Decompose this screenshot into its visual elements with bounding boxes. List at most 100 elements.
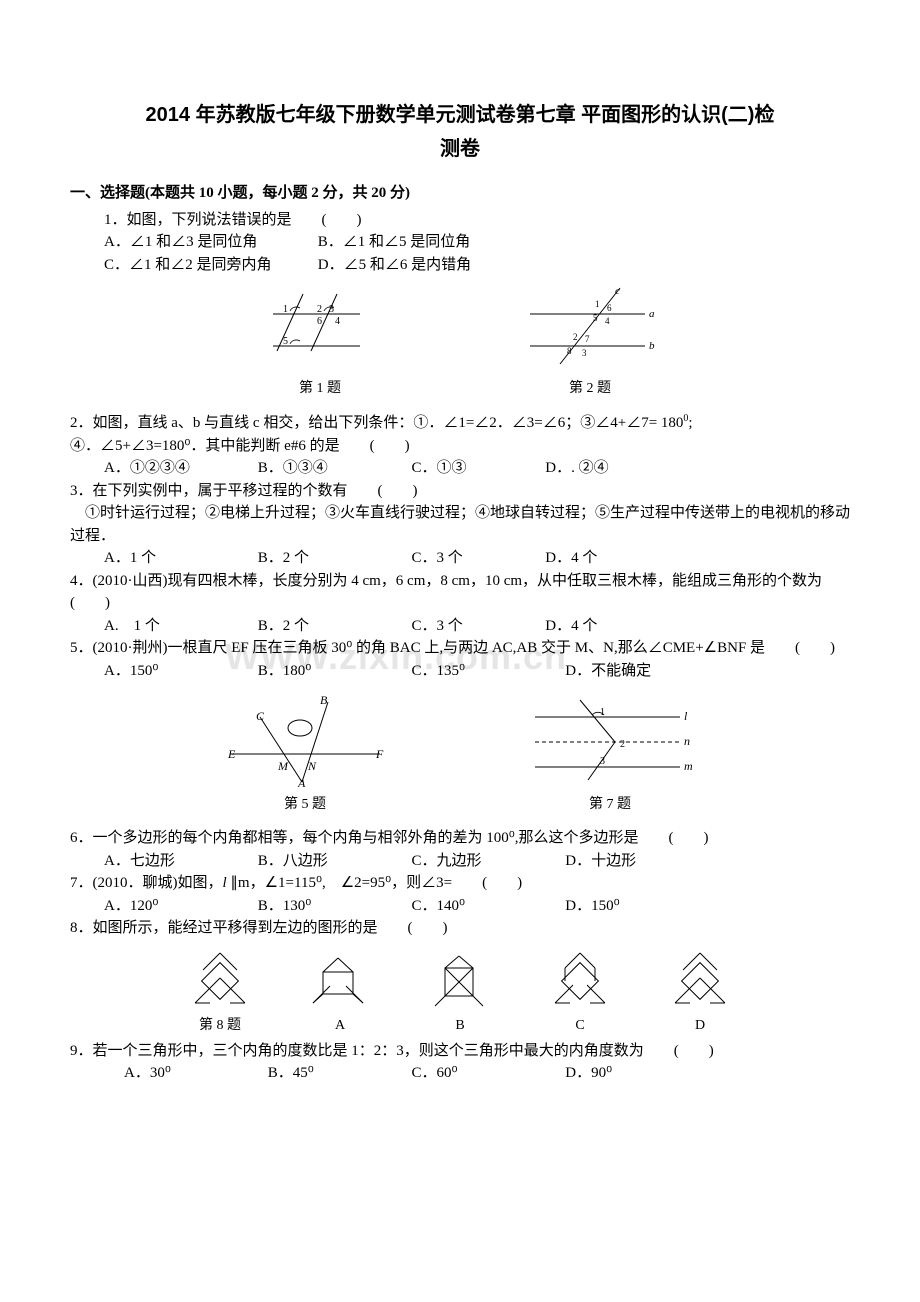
q7-opt-c: C．140⁰ bbox=[412, 895, 562, 918]
figure-5: B C E F M N A 第 5 题 bbox=[220, 692, 390, 815]
q5-opt-b: B．180⁰ bbox=[258, 660, 408, 683]
svg-text:2: 2 bbox=[573, 332, 578, 342]
svg-text:5: 5 bbox=[593, 313, 598, 323]
q7-opt-a: A．120⁰ bbox=[104, 895, 254, 918]
q1-stem: 1．如图，下列说法错误的是 ( ) bbox=[70, 209, 850, 232]
svg-text:6: 6 bbox=[607, 303, 612, 313]
q8-opt-a: A bbox=[305, 1015, 375, 1036]
q8-ref-shape: 第 8 题 bbox=[185, 948, 255, 1036]
q2-opt-d: D．. ②④ bbox=[545, 457, 665, 480]
q8-opt-c: C bbox=[545, 1015, 615, 1036]
q8-opt-b-shape: B bbox=[425, 948, 495, 1036]
q4-opt-a: A. 1 个 bbox=[104, 615, 254, 638]
svg-text:c: c bbox=[615, 286, 620, 297]
q3-opt-b: B．2 个 bbox=[258, 547, 408, 570]
q6-opt-d: D．十边形 bbox=[565, 850, 685, 873]
q3-opt-a: A．1 个 bbox=[104, 547, 254, 570]
svg-text:5: 5 bbox=[283, 336, 288, 347]
q9-opt-c: C．60⁰ bbox=[412, 1062, 562, 1085]
figure-7-svg: l n m 1 2 3 bbox=[520, 692, 700, 792]
svg-text:E: E bbox=[227, 747, 236, 761]
figure-1: 1 2 3 4 6 5 第 1 题 bbox=[255, 286, 385, 399]
q7-opt-d: D．150⁰ bbox=[565, 895, 685, 918]
svg-text:B: B bbox=[320, 693, 328, 707]
q8-opt-b: B bbox=[425, 1015, 495, 1036]
q9-opt-b: B．45⁰ bbox=[268, 1062, 408, 1085]
figure-7: l n m 1 2 3 第 7 题 bbox=[520, 692, 700, 815]
q3-opt-c: C．3 个 bbox=[412, 547, 542, 570]
q3-opt-d: D．4 个 bbox=[545, 547, 665, 570]
q9-stem: 9．若一个三角形中，三个内角的度数比是 1：2：3，则这个三角形中最大的内角度数… bbox=[70, 1040, 850, 1063]
svg-text:2: 2 bbox=[317, 304, 322, 315]
figure-1-svg: 1 2 3 4 6 5 bbox=[255, 286, 385, 376]
figure-5-caption: 第 5 题 bbox=[220, 794, 390, 815]
q1-opt-c: C．∠1 和∠2 是同旁内角 bbox=[104, 254, 314, 277]
svg-text:m: m bbox=[684, 759, 693, 773]
figure-2: c a b 16 54 27 83 第 2 题 bbox=[515, 286, 665, 399]
page-title-line1: 2014 年苏教版七年级下册数学单元测试卷第七章 平面图形的认识(二)检 bbox=[70, 100, 850, 130]
q8-opt-d: D bbox=[665, 1015, 735, 1036]
q1-opt-b: B．∠1 和∠5 是同位角 bbox=[318, 231, 528, 254]
q2-opt-b: B．①③④ bbox=[258, 457, 408, 480]
svg-text:6: 6 bbox=[317, 316, 322, 327]
figure-7-caption: 第 7 题 bbox=[520, 794, 700, 815]
figure-5-svg: B C E F M N A bbox=[220, 692, 390, 792]
svg-text:4: 4 bbox=[605, 316, 610, 326]
q8-opt-a-shape: A bbox=[305, 948, 375, 1036]
svg-text:N: N bbox=[307, 759, 317, 773]
svg-text:a: a bbox=[649, 308, 655, 320]
q4-opt-b: B．2 个 bbox=[258, 615, 408, 638]
q5-stem: 5．(2010·荆州)一根直尺 EF 压在三角板 30⁰ 的角 BAC 上,与两… bbox=[70, 637, 850, 660]
svg-text:b: b bbox=[649, 340, 655, 352]
q8-caption: 第 8 题 bbox=[185, 1015, 255, 1036]
q5-opt-c: C．135⁰ bbox=[412, 660, 562, 683]
q2-opt-a: A．①②③④ bbox=[104, 457, 254, 480]
figure-2-svg: c a b 16 54 27 83 bbox=[515, 286, 665, 376]
svg-text:2: 2 bbox=[620, 739, 625, 750]
svg-text:4: 4 bbox=[335, 316, 340, 327]
svg-text:A: A bbox=[297, 776, 306, 790]
svg-text:M: M bbox=[277, 759, 289, 773]
q8-opt-c-shape: C bbox=[545, 948, 615, 1036]
svg-text:8: 8 bbox=[567, 346, 572, 356]
q6-opt-b: B．八边形 bbox=[258, 850, 408, 873]
svg-text:n: n bbox=[684, 734, 690, 748]
svg-text:3: 3 bbox=[582, 348, 587, 358]
section-1-heading: 一、选择题(本题共 10 小题，每小题 2 分，共 20 分) bbox=[70, 182, 850, 205]
q6-opt-a: A．七边形 bbox=[104, 850, 254, 873]
svg-text:l: l bbox=[684, 709, 688, 723]
q6-stem: 6．一个多边形的每个内角都相等，每个内角与相邻外角的差为 100⁰,那么这个多边… bbox=[70, 827, 850, 850]
q1-opt-d: D．∠5 和∠6 是内错角 bbox=[318, 254, 528, 277]
q4-opt-d: D．4 个 bbox=[545, 615, 665, 638]
svg-text:3: 3 bbox=[329, 304, 334, 315]
svg-text:F: F bbox=[375, 747, 384, 761]
q5-opt-a: A．150⁰ bbox=[104, 660, 254, 683]
q5-opt-d: D．不能确定 bbox=[565, 660, 685, 683]
q3-stem: 3．在下列实例中，属于平移过程的个数有 ( ) bbox=[70, 480, 850, 503]
svg-text:1: 1 bbox=[595, 299, 600, 309]
svg-text:C: C bbox=[256, 709, 265, 723]
figure-1-caption: 第 1 题 bbox=[255, 378, 385, 399]
page-title-line2: 测卷 bbox=[70, 134, 850, 164]
q2-stem-cont: ④．∠5+∠3=180⁰．其中能判断 e#6 的是 ( ) bbox=[70, 435, 850, 458]
q7-opt-b: B．130⁰ bbox=[258, 895, 408, 918]
q2-stem: 2．如图，直线 a、b 与直线 c 相交，给出下列条件：①．∠1=∠2．∠3=∠… bbox=[70, 411, 850, 435]
q8-opt-d-shape: D bbox=[665, 948, 735, 1036]
q9-opt-a: A．30⁰ bbox=[124, 1062, 264, 1085]
q1-opt-a: A．∠1 和∠3 是同位角 bbox=[104, 231, 314, 254]
q6-opt-c: C．九边形 bbox=[412, 850, 562, 873]
q2-opt-c: C．①③ bbox=[412, 457, 542, 480]
svg-text:7: 7 bbox=[585, 334, 590, 344]
q3-body: ①时针运行过程；②电梯上升过程；③火车直线行驶过程；④地球自转过程；⑤生产过程中… bbox=[70, 502, 850, 547]
svg-text:1: 1 bbox=[283, 304, 288, 315]
figure-row-5-7: B C E F M N A 第 5 题 l n m bbox=[70, 692, 850, 815]
q4-stem: 4．(2010·山西)现有四根木棒，长度分别为 4 cm，6 cm，8 cm，1… bbox=[70, 570, 850, 615]
q8-stem: 8．如图所示，能经过平移得到左边的图形的是 ( ) bbox=[70, 917, 850, 940]
svg-text:3: 3 bbox=[600, 756, 605, 767]
q7-stem: 7．(2010．聊城)如图，l ∥m，∠1=115⁰, ∠2=95⁰，则∠3= … bbox=[70, 872, 850, 895]
q8-figure-row: 第 8 题 A B C bbox=[70, 948, 850, 1036]
figure-row-1-2: 1 2 3 4 6 5 第 1 题 c a b bbox=[70, 286, 850, 399]
figure-2-caption: 第 2 题 bbox=[515, 378, 665, 399]
q4-opt-c: C．3 个 bbox=[412, 615, 542, 638]
q9-opt-d: D．90⁰ bbox=[565, 1062, 685, 1085]
